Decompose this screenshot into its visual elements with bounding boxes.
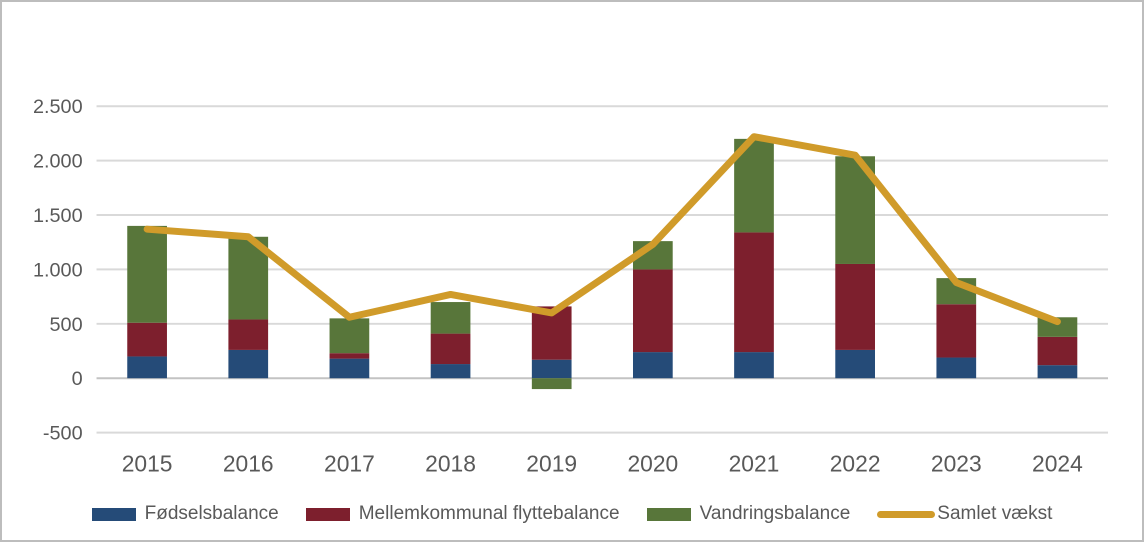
bar-segment-2021	[734, 232, 774, 353]
legend-swatch-bar-0	[91, 507, 136, 521]
bar-segment-2019	[531, 378, 572, 390]
bar-segment-2016	[228, 349, 269, 379]
x-tick-label-2015: 2015	[122, 451, 173, 477]
legend-item-3: Samlet vækst	[877, 503, 1052, 525]
y-tick-label: 0	[72, 368, 83, 390]
bar-segment-2018	[430, 302, 471, 334]
y-tick-label: -500	[43, 423, 83, 445]
x-tick-label-2019: 2019	[526, 451, 577, 477]
legend-label-0: Fødselsbalance	[144, 503, 279, 524]
bar-segment-2017	[329, 358, 370, 379]
x-tick-label-2017: 2017	[324, 451, 375, 477]
bar-segment-2023	[936, 357, 977, 379]
y-tick-label: 2.500	[33, 96, 83, 118]
bar-segment-2017	[329, 353, 370, 359]
bar-segment-2016	[228, 319, 269, 350]
x-tick-label-2023: 2023	[931, 451, 982, 477]
y-tick-label: 1.000	[33, 259, 83, 281]
bar-segment-2015	[127, 225, 167, 323]
legend-item-1: Mellemkommunal flyttebalance	[305, 503, 620, 525]
bar-segment-2023	[936, 304, 977, 358]
bar-segment-2018	[430, 364, 471, 379]
y-tick-label: 2.000	[33, 151, 83, 173]
line-series	[143, 133, 1061, 326]
x-tick-label-2021: 2021	[729, 451, 780, 477]
legend-label-2: Vandringsbalance	[699, 503, 851, 524]
x-tick-label-2016: 2016	[223, 451, 274, 477]
bar-segment-2024	[1037, 365, 1078, 379]
legend-swatch-bar-1	[305, 507, 350, 521]
x-tick-label-2024: 2024	[1032, 451, 1083, 477]
legend-label-1: Mellemkommunal flyttebalance	[358, 503, 620, 524]
legend-item-0: Fødselsbalance	[91, 503, 279, 525]
bar-segment-2017	[329, 318, 370, 354]
bar-segment-2021	[734, 352, 774, 379]
legend-item-2: Vandringsbalance	[646, 503, 851, 525]
bar-segment-2019	[531, 359, 572, 379]
bar-segment-2024	[1037, 336, 1078, 366]
bar-segment-2020	[632, 269, 673, 353]
bar-segment-2015	[127, 356, 167, 379]
chart-legend: Fødselsbalance Mellemkommunal flyttebalan…	[2, 499, 1142, 529]
bar-segment-2024	[1037, 317, 1078, 337]
x-tick-label-2020: 2020	[627, 451, 678, 477]
legend-swatch-line-3	[877, 510, 936, 518]
legend-swatch-bar-2	[646, 507, 691, 521]
bar-segment-2015	[127, 322, 167, 357]
x-tick-label-2022: 2022	[830, 451, 881, 477]
x-tick-label-2018: 2018	[425, 451, 476, 477]
bar-segment-2020	[632, 352, 673, 379]
legend-label-3: Samlet vækst	[937, 503, 1053, 524]
bar-segment-2022	[835, 263, 875, 350]
y-tick-label: 1.500	[33, 205, 83, 227]
bar-segment-2018	[430, 333, 471, 365]
bar-segment-2022	[835, 349, 875, 379]
y-tick-label: 500	[50, 314, 83, 336]
